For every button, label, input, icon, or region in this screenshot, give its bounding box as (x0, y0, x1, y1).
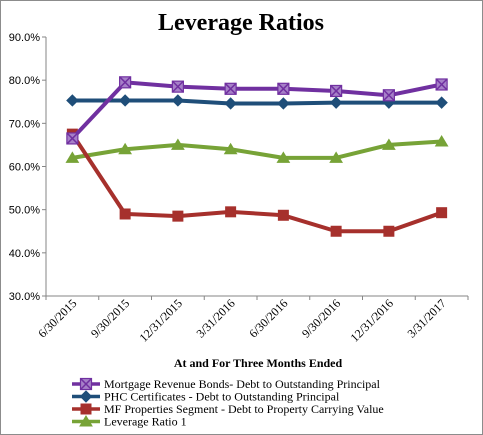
y-tick-label: 70.0% (9, 118, 40, 130)
data-point-2-4 (277, 209, 289, 221)
data-point-0-2 (171, 80, 184, 93)
x-tick-label: 3/31/2017 (404, 296, 448, 340)
data-point-legend-3 (79, 415, 93, 427)
legend-item-3: Leverage Ratio 1 (72, 415, 187, 429)
x-tick-label: 3/31/2016 (193, 296, 237, 340)
data-point-0-0 (66, 132, 79, 145)
data-point-3-4 (276, 151, 291, 163)
y-axis-ticks: 30.0% 40.0% 50.0% 60.0% 70.0% 80.0% 90.0% (9, 32, 46, 303)
data-point-legend-1 (79, 390, 93, 403)
legend-label: Mortgage Revenue Bonds- Debt to Outstand… (104, 377, 381, 391)
x-tick-label: 6/30/2016 (246, 296, 290, 340)
y-tick-label: 90.0% (9, 32, 40, 44)
chart-series (65, 76, 449, 237)
legend-item-2: MF Properties Segment - Debt to Property… (72, 402, 384, 416)
data-point-2-5 (330, 225, 342, 237)
data-point-0-7 (435, 78, 448, 91)
data-point-2-6 (383, 225, 395, 237)
series-line (70, 133, 443, 234)
data-point-1-0 (66, 94, 79, 107)
data-point-2-3 (225, 206, 237, 218)
x-tick-label: 12/31/2015 (136, 296, 185, 345)
data-point-legend-0 (79, 377, 93, 391)
data-point-2-7 (436, 207, 448, 219)
data-point-1-5 (329, 96, 343, 109)
data-point-0-3 (224, 82, 237, 95)
data-point-3-5 (329, 151, 344, 163)
data-point-3-0 (65, 151, 80, 163)
series-line (72, 98, 442, 106)
data-point-3-3 (223, 142, 238, 155)
y-tick-label: 50.0% (9, 205, 40, 217)
series-line (72, 139, 442, 160)
x-tick-label: 12/31/2016 (347, 296, 396, 345)
x-axis-label: At and For Three Months Ended (174, 356, 343, 370)
chart-title: Leverage Ratios (158, 10, 324, 36)
series-2 (66, 128, 448, 237)
data-point-1-4 (277, 97, 290, 110)
legend-item-0: Mortgage Revenue Bonds- Debt to Outstand… (72, 377, 381, 391)
data-point-2-1 (119, 208, 131, 220)
y-tick-label: 80.0% (9, 75, 40, 87)
y-tick-label: 30.0% (9, 291, 40, 303)
data-point-0-6 (382, 89, 395, 102)
series-0 (66, 76, 448, 145)
data-point-1-7 (435, 96, 448, 109)
y-tick-label: 40.0% (9, 248, 40, 260)
chart-legend: Mortgage Revenue Bonds- Debt to Outstand… (72, 377, 384, 429)
data-point-1-2 (171, 94, 185, 107)
data-point-legend-2 (80, 403, 92, 415)
x-tick-label: 6/30/2015 (35, 296, 79, 340)
data-point-0-1 (119, 76, 132, 89)
series-line (70, 80, 443, 140)
x-tick-label: 9/30/2016 (299, 296, 343, 340)
y-tick-label: 60.0% (9, 162, 40, 174)
series-3 (65, 134, 449, 163)
legend-label: PHC Certificates - Debt to Outstanding P… (104, 390, 340, 404)
x-axis-ticks: 6/30/2015 9/30/2015 12/31/2015 3/31/2016 6/3… (35, 296, 469, 345)
legend-item-1: PHC Certificates - Debt to Outstanding P… (72, 390, 340, 404)
data-point-3-2 (170, 138, 185, 150)
chart-axes (45, 37, 468, 297)
data-point-3-6 (381, 138, 396, 150)
legend-label: Leverage Ratio 1 (104, 415, 187, 429)
legend-label: MF Properties Segment - Debt to Property… (104, 402, 384, 416)
x-tick-label: 9/30/2015 (88, 296, 132, 340)
data-point-0-4 (277, 82, 290, 95)
data-point-3-7 (434, 134, 449, 147)
data-point-1-1 (118, 94, 132, 107)
data-point-2-2 (172, 210, 184, 222)
data-point-1-3 (224, 97, 237, 110)
data-point-3-1 (118, 142, 133, 155)
series-1 (66, 94, 448, 110)
data-point-0-5 (330, 84, 343, 98)
